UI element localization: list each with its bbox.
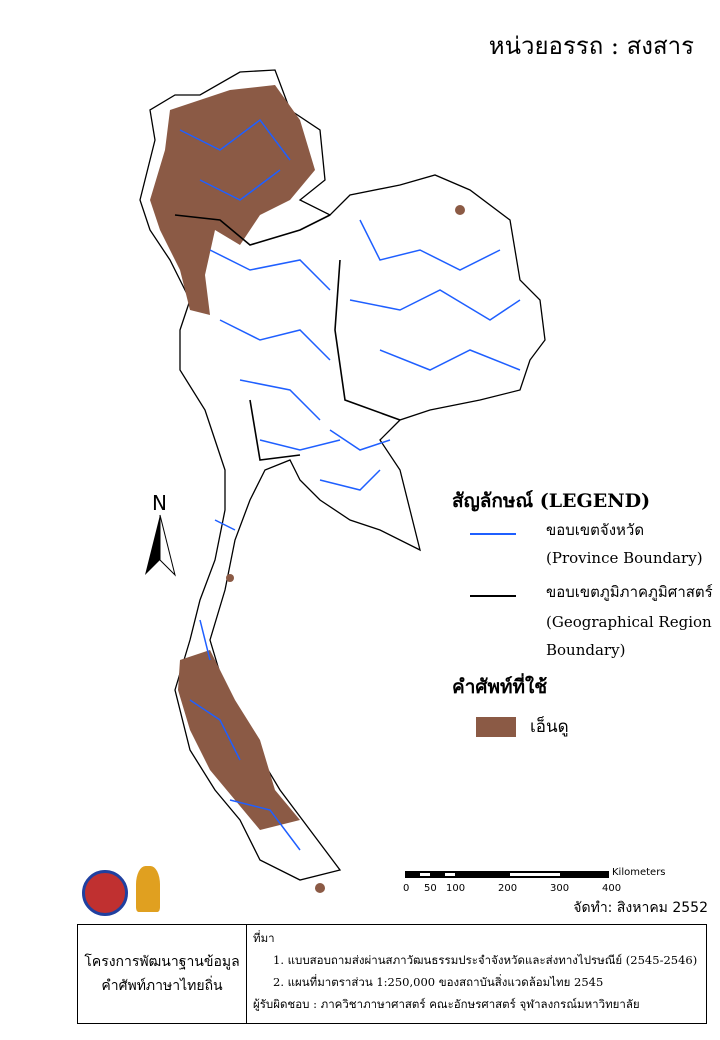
region-boundary-swatch: [470, 595, 516, 597]
scale-unit: Kilometers: [612, 867, 666, 878]
scale-tick: 300: [550, 883, 570, 894]
institution-logo: [82, 870, 128, 916]
project-name-2: คำศัพท์ภาษาไทยถิ่น: [101, 978, 223, 994]
region-boundaries: [174, 214, 401, 461]
scale-tick: 50: [424, 883, 437, 894]
terms-title: คำศัพท์ที่ใช้: [452, 676, 548, 698]
province-boundaries: [179, 118, 521, 851]
north-arrow: [145, 514, 176, 577]
north-label: N: [152, 491, 167, 515]
term-areas: [150, 85, 465, 893]
country-outline: [139, 69, 546, 881]
scale-tick: 200: [498, 883, 518, 894]
province-boundary-swatch: [470, 533, 516, 535]
scale-tick: 0: [403, 883, 410, 894]
info-box: โครงการพัฒนาฐานข้อมูล คำศัพท์ภาษาไทยถิ่น…: [77, 924, 707, 1024]
legend-province-th: ขอบเขตจังหวัด: [546, 521, 645, 539]
date-label: จัดทำ: สิงหาคม 2552: [573, 900, 708, 916]
term-label: เอ็นดู: [530, 717, 569, 737]
scale-tick: 400: [602, 883, 622, 894]
legend-province-en: (Province Boundary): [546, 549, 703, 567]
legend-region-en-1: (Geographical Region: [546, 613, 712, 631]
legend-region-en-2: Boundary): [546, 641, 626, 659]
source-title: ที่มา: [253, 931, 275, 945]
responsible: ผู้รับผิดชอบ : ภาควิชาภาษาศาสตร์ คณะอักษ…: [253, 997, 640, 1011]
term-swatch: [476, 717, 516, 737]
scale-bar: [405, 871, 609, 878]
project-cell: โครงการพัฒนาฐานข้อมูล คำศัพท์ภาษาไทยถิ่น: [78, 925, 247, 1023]
project-name-1: โครงการพัฒนาฐานข้อมูล: [84, 954, 240, 970]
university-logo: [136, 866, 160, 912]
source-cell: ที่มา 1. แบบสอบถามส่งผ่านสภาวัฒนธรรมประจ…: [247, 925, 706, 1023]
legend-title: สัญลักษณ์ (LEGEND): [452, 490, 651, 512]
source-2: 2. แผนที่มาตราส่วน 1:250,000 ของสถาบันสิ…: [273, 975, 604, 989]
legend-region-th: ขอบเขตภูมิภาคภูมิศาสตร์: [546, 583, 713, 601]
unit-title: หน่วยอรรถ : สงสาร: [488, 32, 694, 60]
scale-tick: 100: [446, 883, 466, 894]
source-1: 1. แบบสอบถามส่งผ่านสภาวัฒนธรรมประจำจังหว…: [273, 953, 698, 967]
